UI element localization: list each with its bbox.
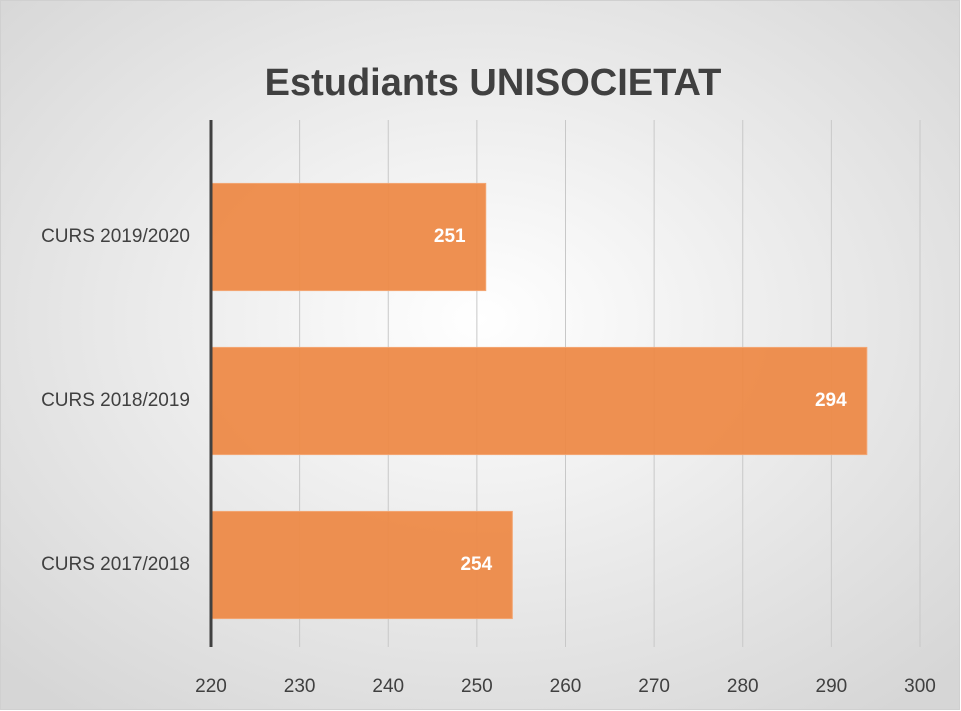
x-tick-label: 290 xyxy=(816,676,848,697)
x-tick-label: 230 xyxy=(284,676,316,697)
y-tick-label: CURS 2017/2018 xyxy=(41,554,190,575)
data-label: 254 xyxy=(460,554,492,575)
bar xyxy=(210,346,868,456)
bar xyxy=(210,182,487,292)
y-tick-label: CURS 2018/2019 xyxy=(41,390,190,411)
x-tick-label: 240 xyxy=(372,676,404,697)
y-tick-label: CURS 2019/2020 xyxy=(41,226,190,247)
x-tick-label: 270 xyxy=(638,676,670,697)
data-label: 251 xyxy=(434,226,466,247)
x-tick-label: 250 xyxy=(461,676,493,697)
bar xyxy=(210,510,513,620)
x-tick-label: 220 xyxy=(195,676,227,697)
x-tick-label: 260 xyxy=(550,676,582,697)
chart-title: Estudiants UNISOCIETAT xyxy=(265,62,722,104)
data-label: 294 xyxy=(815,390,847,411)
x-tick-label: 300 xyxy=(904,676,936,697)
x-tick-label: 280 xyxy=(727,676,759,697)
